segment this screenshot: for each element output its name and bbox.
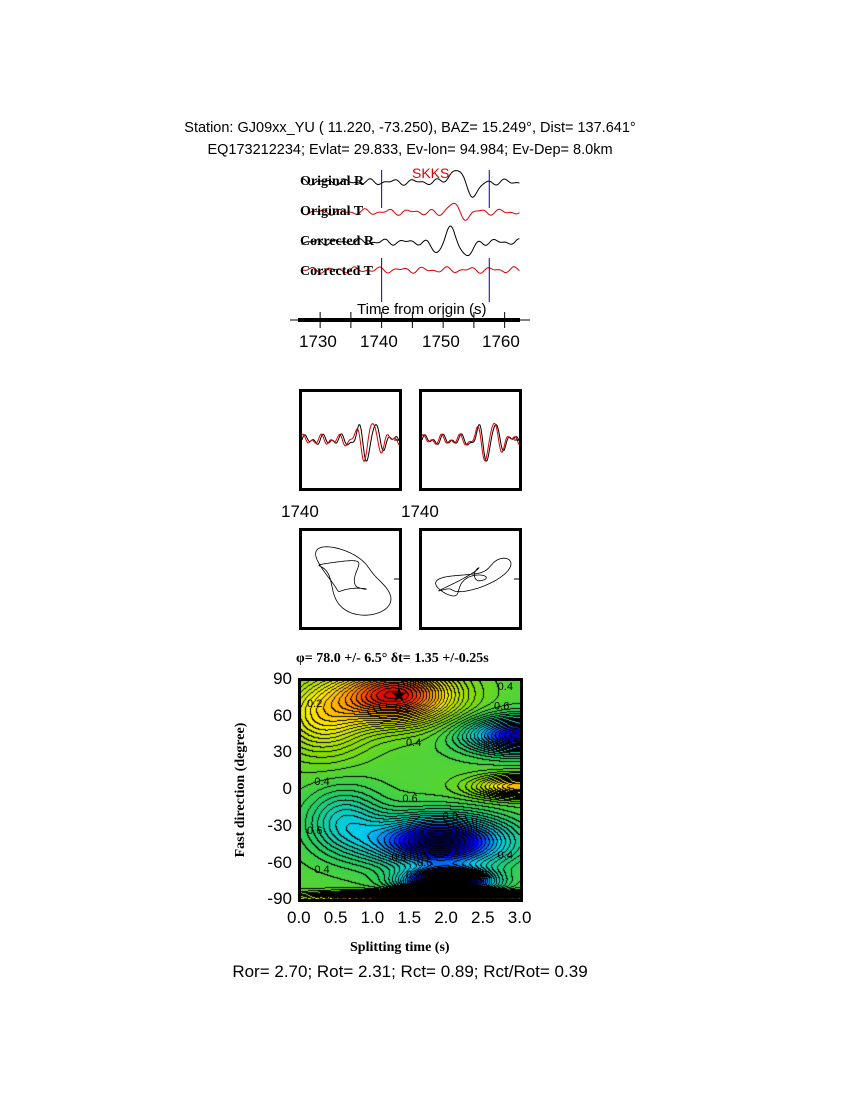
waveform-panel-corrected <box>419 389 522 491</box>
contour-label: 0.2 <box>395 703 410 715</box>
ytick--30: -30 <box>267 815 292 835</box>
ytick--90: -90 <box>267 889 292 909</box>
contour-label: 0.2 <box>307 698 322 710</box>
trace-label-corrected-r: Corrected R <box>300 234 374 249</box>
contour-label: 0.6 <box>402 793 417 805</box>
particle-motion-path <box>435 557 512 597</box>
trace-label-original-r: Original R <box>300 174 365 189</box>
ratio-summary: Ror= 2.70; Rot= 2.31; Rct= 0.89; Rct/Rot… <box>232 962 588 981</box>
xtick-1750: 1750 <box>422 332 460 351</box>
transverse-waveform <box>422 422 519 462</box>
ytick-0: 0 <box>282 779 292 799</box>
contour-label: 0.4 <box>498 681 513 693</box>
xtick-0.5: 0.5 <box>323 908 348 927</box>
y-axis-label: Fast direction (degree) <box>233 722 248 858</box>
particle-motion-path <box>315 546 392 616</box>
time-axis-label: Time from origin (s) <box>357 301 487 318</box>
station-info: Station: GJ09xx_YU ( 11.220, -73.250), B… <box>184 120 636 136</box>
xtick-3.0: 3.0 <box>507 908 532 927</box>
contour-label: 0.8 <box>443 810 458 822</box>
contour-label: 0.4 <box>314 864 329 876</box>
transverse-waveform <box>302 423 399 463</box>
panel-xtick-1: 1740 <box>281 502 319 521</box>
trace-corrected-r <box>301 225 520 257</box>
particle-motion-corrected <box>419 528 522 630</box>
best-fit-star-icon: ★ <box>390 685 408 707</box>
ytick-60: 60 <box>273 705 292 725</box>
trace-original-r <box>301 170 520 198</box>
xtick-1760: 1760 <box>482 332 520 351</box>
xtick-1.0: 1.0 <box>360 908 385 927</box>
trace-corrected-t <box>301 266 520 274</box>
radial-waveform <box>422 423 519 462</box>
ytick-30: 30 <box>273 742 292 762</box>
contour-label: 0.6 <box>494 700 509 712</box>
xtick-1740: 1740 <box>360 332 398 351</box>
contour-label: 0.6 <box>417 857 432 869</box>
event-info: EQ173212234; Evlat= 29.833, Ev-lon= 94.9… <box>207 142 613 158</box>
contour-label: 0.2 <box>406 869 421 881</box>
trace-label-corrected-t: Corrected T <box>300 264 373 279</box>
contour-label: 0.4 <box>314 776 329 788</box>
contour-overlay: ★0.20.20.40.60.40.40.60.80.60.8 0.60.40.2… <box>299 681 521 902</box>
ytick-90: 90 <box>273 669 292 688</box>
trace-original-t <box>301 202 520 221</box>
seismogram-traces <box>290 170 530 328</box>
contour-label: 0.4 <box>406 737 421 749</box>
xtick-1.5: 1.5 <box>397 908 422 927</box>
particle-motion-original <box>299 528 402 630</box>
xtick-0.0: 0.0 <box>287 908 311 927</box>
misfit-contour-map <box>300 680 520 900</box>
xtick-2.0: 2.0 <box>434 908 458 927</box>
xtick-2.5: 2.5 <box>471 908 495 927</box>
ytick--60: -60 <box>267 852 292 872</box>
trace-label-original-t: Original T <box>300 204 364 219</box>
x-axis-label: Splitting time (s) <box>350 940 450 955</box>
splitting-result-title: φ= 78.0 +/- 6.5° δt= 1.35 +/-0.25s <box>296 651 489 666</box>
contour-label: 0.4 <box>498 849 513 861</box>
phase-label: SKKS <box>412 165 450 181</box>
panel-xtick-2: 1740 <box>401 502 439 521</box>
waveform-panel-original <box>299 389 402 491</box>
contour-label: 0.6 <box>307 825 322 837</box>
xtick-1730: 1730 <box>299 332 337 351</box>
contour-label: 0.8 <box>417 878 432 890</box>
contour-label: 0.8 <box>391 852 406 864</box>
